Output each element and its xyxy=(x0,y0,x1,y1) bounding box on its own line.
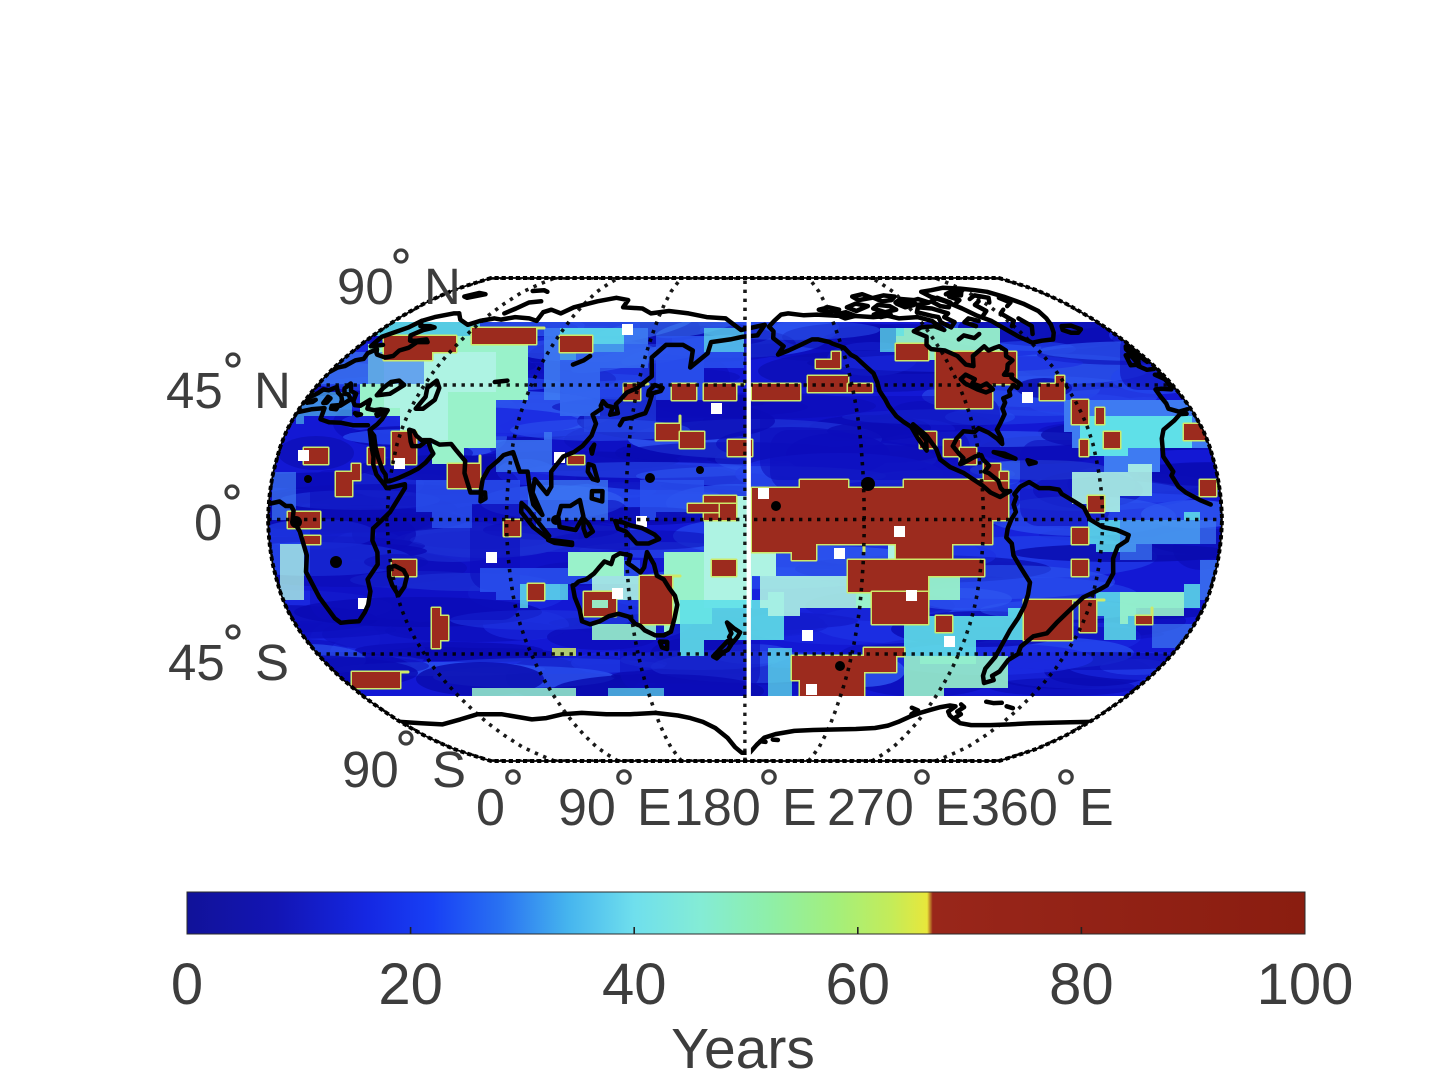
svg-text:45: 45 xyxy=(166,362,223,419)
svg-text:80: 80 xyxy=(1049,952,1114,1017)
svg-text:E: E xyxy=(935,779,970,837)
svg-text:45: 45 xyxy=(168,634,225,691)
svg-text:0: 0 xyxy=(194,494,222,551)
svg-text:E: E xyxy=(782,779,817,837)
svg-text:N: N xyxy=(254,362,291,419)
svg-text:Years: Years xyxy=(671,1017,815,1081)
svg-text:180: 180 xyxy=(674,779,761,837)
svg-text:40: 40 xyxy=(602,952,667,1017)
svg-text:E: E xyxy=(1079,779,1114,837)
svg-text:90: 90 xyxy=(337,258,394,315)
svg-text:0: 0 xyxy=(171,952,203,1017)
svg-text:60: 60 xyxy=(826,952,891,1017)
svg-text:N: N xyxy=(424,258,461,315)
svg-text:S: S xyxy=(432,741,466,798)
svg-text:0: 0 xyxy=(476,779,505,837)
svg-text:270: 270 xyxy=(827,779,914,837)
svg-text:100: 100 xyxy=(1257,952,1354,1017)
svg-text:90: 90 xyxy=(342,741,399,798)
svg-text:S: S xyxy=(255,634,289,691)
svg-text:360: 360 xyxy=(971,779,1058,837)
svg-text:20: 20 xyxy=(378,952,443,1017)
svg-text:E: E xyxy=(637,779,672,837)
svg-text:90: 90 xyxy=(558,779,616,837)
